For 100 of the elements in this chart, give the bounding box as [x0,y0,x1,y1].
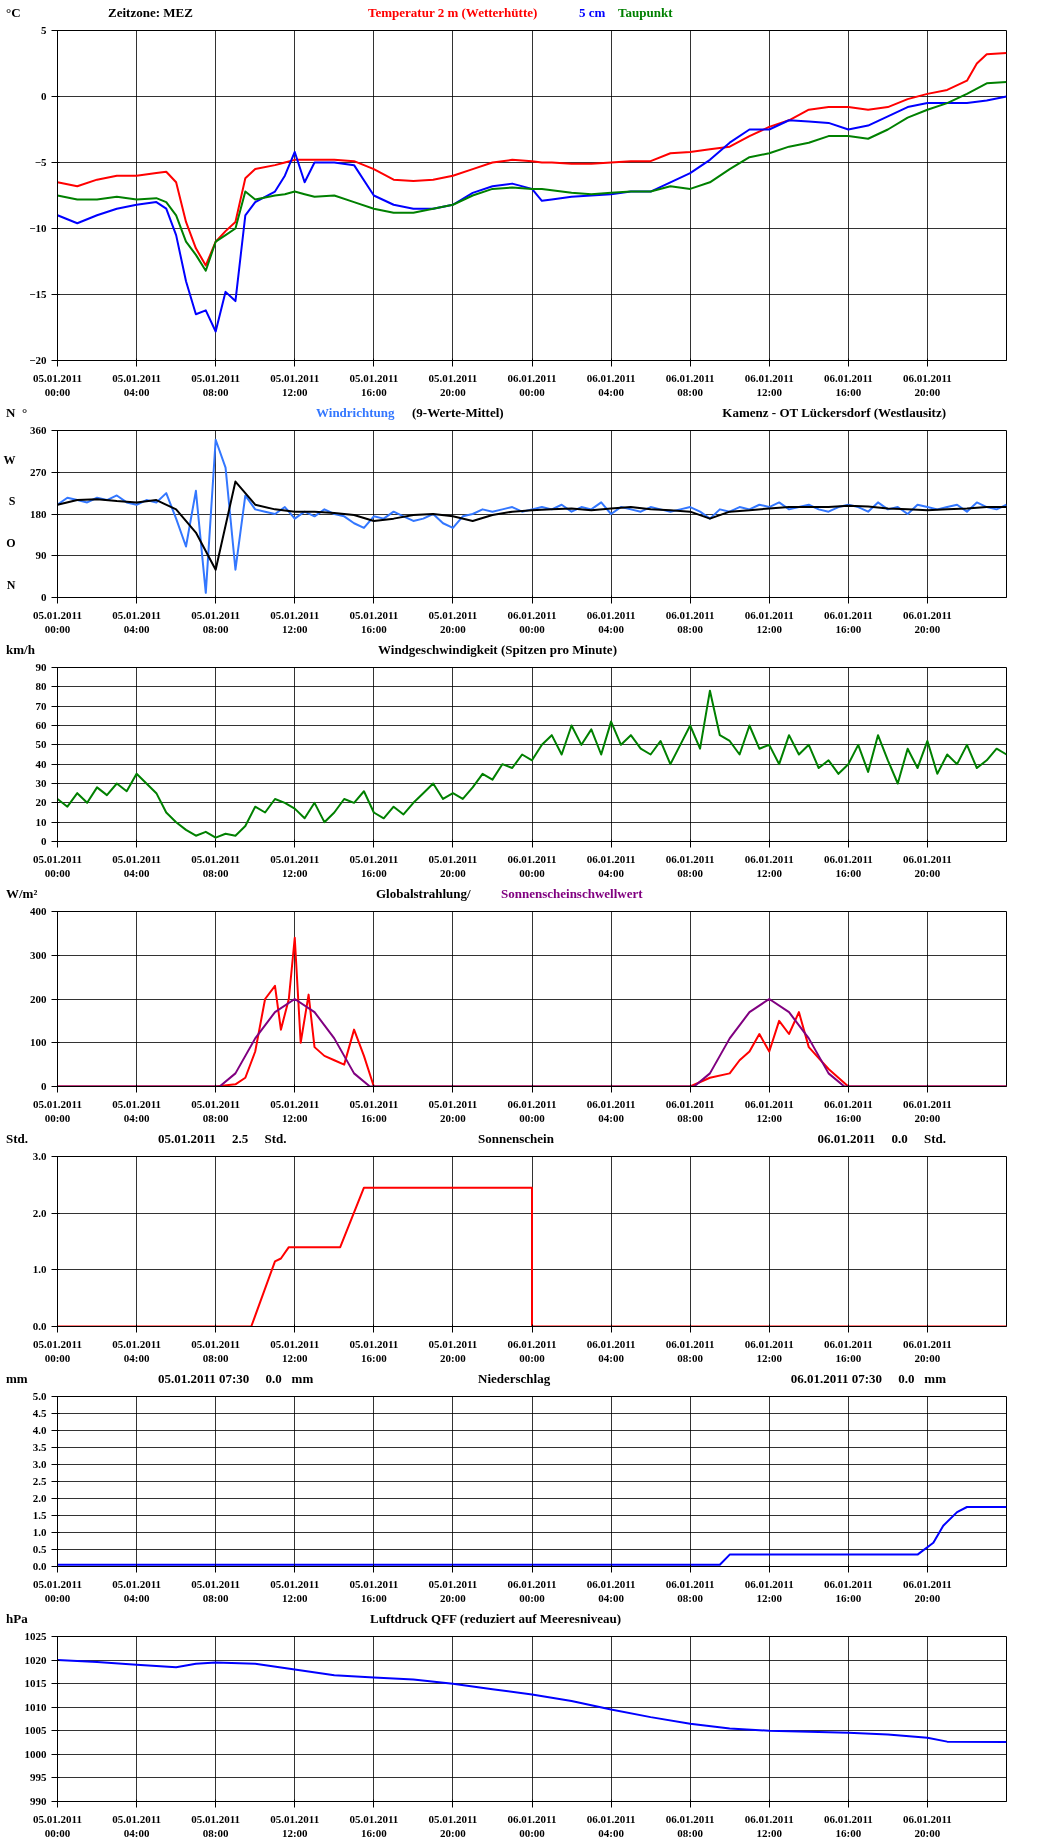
x-tick-label: 05.01.2011 12:00 [270,1097,320,1124]
y-tick-label: 3.0 [32,1150,47,1162]
y-tick-label: 20 [35,796,47,809]
x-tick-label: 05.01.2011 08:00 [191,1812,241,1839]
text: 06.01.2011 0.0 Std. [817,1130,946,1148]
text: 5 cm [579,4,606,22]
x-tick-label: 05.01.2011 16:00 [349,1577,399,1604]
x-tick-label: 05.01.2011 08:00 [191,1337,241,1364]
x-tick-label: 05.01.2011 04:00 [112,371,162,398]
x-tick-label: 05.01.2011 20:00 [428,1097,478,1124]
text: W [3,452,16,467]
x-tick-label: 06.01.2011 00:00 [507,371,557,398]
chart-title: Sonnenschein [478,1130,554,1148]
x-tick-label: 05.01.2011 20:00 [428,1337,478,1364]
y-tick-label: 1015 [24,1677,47,1690]
x-tick-label: 06.01.2011 04:00 [586,1577,636,1604]
x-tick-label: 06.01.2011 20:00 [902,852,952,879]
x-tick-label: 06.01.2011 16:00 [823,1577,873,1604]
x-tick-label: 06.01.2011 04:00 [586,371,636,398]
x-tick-label: 06.01.2011 08:00 [665,1812,715,1839]
x-tick-label: 06.01.2011 12:00 [744,1337,794,1364]
x-tick-label: 05.01.2011 04:00 [112,1097,162,1124]
x-tick-label: 05.01.2011 12:00 [270,371,320,398]
y-tick-label: 60 [35,719,47,731]
x-tick-label: 06.01.2011 12:00 [744,1812,794,1839]
x-tick-label: 06.01.2011 04:00 [586,852,636,879]
y-tick-label: 80 [35,680,47,693]
text: (9-Werte-Mittel) [412,404,504,422]
text: Taupunkt [618,4,673,22]
y-tick-label: 5.0 [32,1390,47,1402]
text: 05.01.2011 07:30 0.0 mm [158,1370,314,1388]
y-tick-label: 1005 [24,1724,47,1737]
x-tick-label: 05.01.2011 00:00 [33,608,82,635]
x-tick-label: 06.01.2011 04:00 [586,608,636,635]
x-tick-label: 06.01.2011 12:00 [744,1097,794,1124]
y-tick-label: 0 [41,591,47,603]
x-tick-label: 05.01.2011 08:00 [191,1097,241,1124]
y-tick-label: −10 [29,222,47,234]
y-tick-label: 1.0 [32,1526,47,1538]
text: 05.01.2011 2.5 Std. [158,1130,287,1148]
text: Sonnenscheinschwellwert [501,885,643,903]
y-axis-title: ° [22,404,28,422]
y-tick-label: 5 [41,24,47,36]
y-tick-label: 90 [35,549,47,562]
y-axis-title: Std. [6,1130,29,1148]
y-tick-label: 1025 [24,1630,47,1642]
x-tick-label: 06.01.2011 16:00 [823,1097,873,1124]
x-tick-label: 06.01.2011 16:00 [823,1337,873,1364]
y-axis-title: km/h [6,641,35,659]
x-tick-label: 06.01.2011 00:00 [507,1812,557,1839]
x-tick-label: 05.01.2011 08:00 [191,371,241,398]
x-tick-label: 06.01.2011 00:00 [507,852,557,879]
y-axis-title: W/m² [6,885,38,903]
chart-subtitle: Kamenz - OT Lückersdorf (Westlausitz) [722,404,946,422]
x-tick-label: 05.01.2011 08:00 [191,608,241,635]
y-tick-label: 1010 [24,1700,47,1713]
y-tick-label: −20 [29,354,47,366]
x-tick-label: 05.01.2011 16:00 [349,371,399,398]
chart-title: Globalstrahlung/ [376,885,471,903]
y-tick-label: 0 [41,1080,47,1092]
y-tick-label: 40 [35,757,47,770]
x-tick-label: 06.01.2011 00:00 [507,1577,557,1604]
x-tick-label: 05.01.2011 00:00 [33,852,82,879]
x-tick-label: 05.01.2011 16:00 [349,1337,399,1364]
y-tick-label: 0 [41,90,47,102]
x-tick-label: 06.01.2011 12:00 [744,371,794,398]
text: Zeitzone: MEZ [108,4,193,22]
line-series [57,80,1007,272]
x-tick-label: 05.01.2011 00:00 [33,371,82,398]
line-series [57,689,1007,839]
text: Windrichtung [316,404,395,422]
line-series [57,95,1007,333]
chart-title: Niederschlag [478,1370,551,1388]
x-tick-label: 06.01.2011 20:00 [902,1812,952,1839]
line-series [57,1506,1007,1566]
x-tick-label: 06.01.2011 20:00 [902,1097,952,1124]
line-series [57,1659,1007,1744]
x-tick-label: 05.01.2011 16:00 [349,852,399,879]
text: O [6,536,16,551]
x-tick-label: 06.01.2011 20:00 [902,1577,952,1604]
x-tick-label: 05.01.2011 16:00 [349,1097,399,1124]
x-tick-label: 05.01.2011 08:00 [191,852,241,879]
x-tick-label: 06.01.2011 04:00 [586,1812,636,1839]
y-tick-label: 2.0 [32,1206,47,1219]
x-tick-label: 05.01.2011 04:00 [112,1812,162,1839]
x-tick-label: 05.01.2011 12:00 [270,1337,320,1364]
x-tick-label: 05.01.2011 04:00 [112,1337,162,1364]
x-tick-label: 06.01.2011 12:00 [744,1577,794,1604]
y-tick-label: 100 [30,1036,47,1049]
y-tick-label: 30 [35,777,47,789]
y-tick-label: −15 [29,288,47,300]
x-tick-label: 06.01.2011 16:00 [823,1812,873,1839]
y-tick-label: 0.0 [32,1320,47,1332]
y-tick-label: 1.0 [32,1263,47,1276]
y-tick-label: 10 [35,815,47,828]
x-tick-label: 05.01.2011 20:00 [428,608,478,635]
x-tick-label: 05.01.2011 08:00 [191,1577,241,1604]
y-tick-label: 4.5 [32,1407,47,1419]
text: N [6,404,16,422]
y-axis-title: °C [6,4,21,22]
